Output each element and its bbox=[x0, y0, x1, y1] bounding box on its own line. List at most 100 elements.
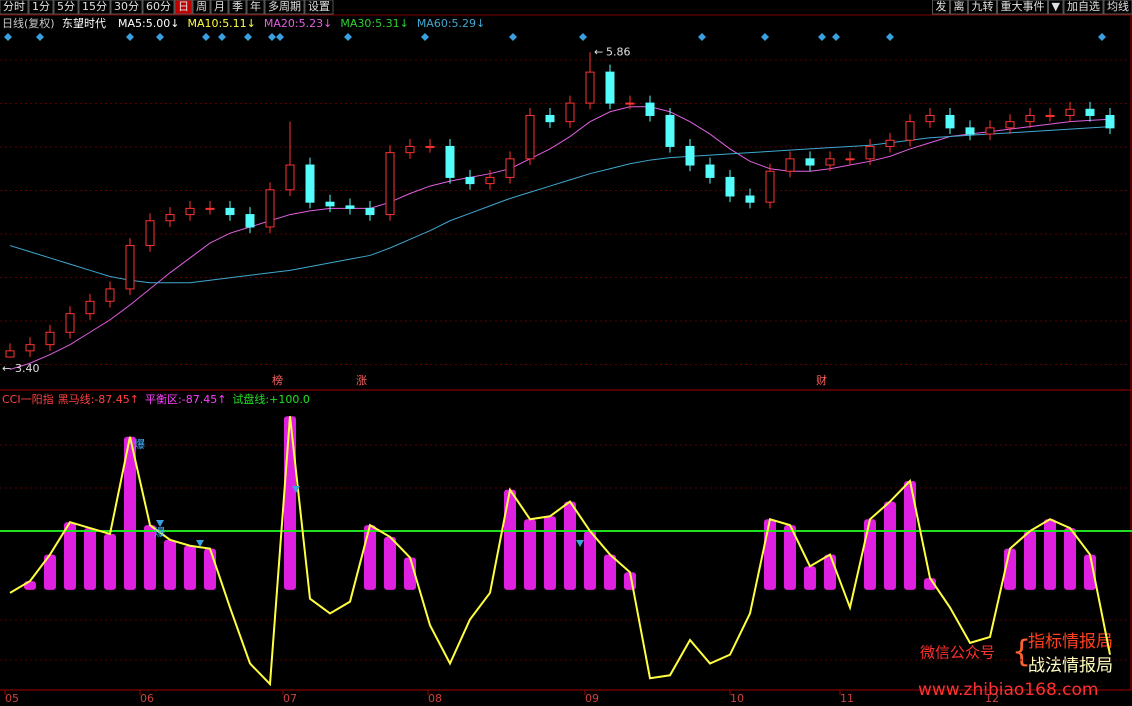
candle-body bbox=[465, 176, 475, 185]
toolbar-button[interactable]: 周 bbox=[196, 0, 207, 13]
toolbar-button-bg[interactable] bbox=[264, 0, 305, 15]
toolbar-button[interactable]: 分时 bbox=[3, 0, 25, 13]
toolbar-button-bg[interactable] bbox=[78, 0, 111, 15]
toolbar-button[interactable]: 15分 bbox=[82, 0, 107, 13]
price-annotation-arrow: ← bbox=[2, 362, 11, 375]
toolbar-button-bg[interactable] bbox=[53, 0, 79, 15]
toolbar-button[interactable]: 加自选 bbox=[1067, 0, 1100, 13]
candle-body bbox=[165, 214, 175, 222]
cci-bar bbox=[284, 416, 296, 590]
event-diamond bbox=[832, 33, 840, 41]
indicator-legend-name: 平衡区 bbox=[145, 393, 178, 406]
indicator-title: CCI一阳指 bbox=[2, 392, 54, 406]
candle-body bbox=[265, 189, 275, 228]
candle-body bbox=[745, 195, 755, 203]
event-diamond bbox=[156, 33, 164, 41]
cci-bar bbox=[104, 533, 116, 590]
ma-legend-sep: : bbox=[448, 17, 452, 30]
toolbar-button[interactable]: 离 bbox=[954, 0, 965, 13]
event-diamond bbox=[126, 33, 134, 41]
cci-bar bbox=[364, 525, 376, 590]
candle-body bbox=[45, 331, 55, 346]
watermark-wechat: 微信公众号 bbox=[920, 644, 995, 662]
cci-bar bbox=[584, 531, 596, 590]
x-tick-label: 07 bbox=[283, 692, 297, 705]
candle-body bbox=[85, 300, 95, 315]
toolbar-button[interactable]: 重大事件 bbox=[1001, 0, 1045, 13]
toolbar-button[interactable]: 多周期 bbox=[268, 0, 301, 13]
toolbar-button-bg[interactable] bbox=[997, 0, 1049, 15]
toolbar-button-bg[interactable] bbox=[1103, 0, 1132, 15]
toolbar-button-bg[interactable] bbox=[174, 0, 193, 15]
candle-body bbox=[1005, 121, 1015, 129]
candle-body bbox=[445, 145, 455, 178]
event-marker: 榜 bbox=[272, 373, 283, 387]
candle-body bbox=[145, 220, 155, 247]
toolbar-button[interactable]: 发 bbox=[936, 0, 947, 13]
toolbar-button[interactable]: ▼ bbox=[1052, 0, 1061, 13]
candle-body bbox=[405, 145, 415, 154]
candle-body bbox=[545, 114, 555, 123]
candle-body bbox=[1065, 108, 1075, 116]
toolbar-button-bg[interactable] bbox=[192, 0, 211, 15]
candle-body bbox=[225, 207, 235, 216]
signal-triangle bbox=[156, 520, 164, 527]
candle-body bbox=[605, 71, 615, 104]
toolbar-button-bg[interactable] bbox=[28, 0, 54, 15]
toolbar-button[interactable]: 九转 bbox=[972, 0, 994, 13]
candle-body bbox=[525, 114, 535, 160]
indicator-legend-value: +100.0 bbox=[269, 393, 310, 406]
x-tick-label: 06 bbox=[140, 692, 154, 705]
toolbar-button-bg[interactable] bbox=[228, 0, 247, 15]
watermark-brace: { bbox=[1012, 635, 1031, 670]
toolbar-button-bg[interactable] bbox=[1063, 0, 1104, 15]
toolbar-button-bg[interactable] bbox=[142, 0, 175, 15]
toolbar-button[interactable]: 均线 bbox=[1107, 0, 1129, 13]
x-tick-label: 11 bbox=[840, 692, 854, 705]
event-diamond bbox=[276, 33, 284, 41]
toolbar-button[interactable]: 设置 bbox=[308, 0, 330, 13]
ma-legend-sep: : bbox=[295, 17, 299, 30]
toolbar-button-bg[interactable] bbox=[246, 0, 265, 15]
candle-body bbox=[25, 344, 35, 352]
watermark-name2: 战法情报局 bbox=[1028, 656, 1113, 676]
event-diamond bbox=[344, 33, 352, 41]
signal-label: 爆 bbox=[134, 437, 145, 451]
candle-body bbox=[365, 207, 375, 216]
cci-bar bbox=[64, 522, 76, 590]
price-annotation-arrow: ← bbox=[594, 45, 603, 58]
candle-body bbox=[665, 114, 675, 147]
toolbar-button-bg[interactable] bbox=[0, 0, 29, 15]
candle-body bbox=[965, 127, 975, 135]
period-label: 日线(复权) bbox=[2, 16, 55, 30]
candle-body bbox=[425, 145, 435, 148]
toolbar-button-bg[interactable] bbox=[968, 0, 998, 15]
toolbar-button-bg[interactable] bbox=[210, 0, 229, 15]
ma-legend-value: 5.11↓ bbox=[222, 17, 256, 30]
event-diamond bbox=[761, 33, 769, 41]
indicator-legend-sep: : bbox=[91, 393, 95, 406]
toolbar-button-bg[interactable] bbox=[1048, 0, 1064, 15]
ma-legend-name: MA10 bbox=[187, 17, 218, 30]
toolbar-button-bg[interactable] bbox=[304, 0, 334, 15]
toolbar-button-bg[interactable] bbox=[932, 0, 951, 15]
ma-legend-sep: : bbox=[371, 17, 375, 30]
toolbar-button[interactable]: 年 bbox=[250, 0, 261, 13]
toolbar-button[interactable]: 1分 bbox=[32, 0, 50, 13]
candle-body bbox=[705, 164, 715, 178]
toolbar-button-bg[interactable] bbox=[950, 0, 969, 15]
indicator-legend-value: -87.45↑ bbox=[182, 393, 227, 406]
cci-bar bbox=[544, 516, 556, 590]
event-diamond bbox=[202, 33, 210, 41]
toolbar-button[interactable]: 日 bbox=[178, 0, 189, 13]
toolbar-button[interactable]: 季 bbox=[232, 0, 243, 13]
toolbar-button[interactable]: 60分 bbox=[146, 0, 171, 13]
toolbar-button[interactable]: 月 bbox=[214, 0, 225, 13]
toolbar-button-bg[interactable] bbox=[110, 0, 143, 15]
candle-body bbox=[1045, 114, 1055, 117]
candle-body bbox=[485, 176, 495, 185]
toolbar-button[interactable]: 5分 bbox=[57, 0, 75, 13]
signal-label: 爆 bbox=[154, 525, 165, 539]
toolbar-button[interactable]: 30分 bbox=[114, 0, 139, 13]
